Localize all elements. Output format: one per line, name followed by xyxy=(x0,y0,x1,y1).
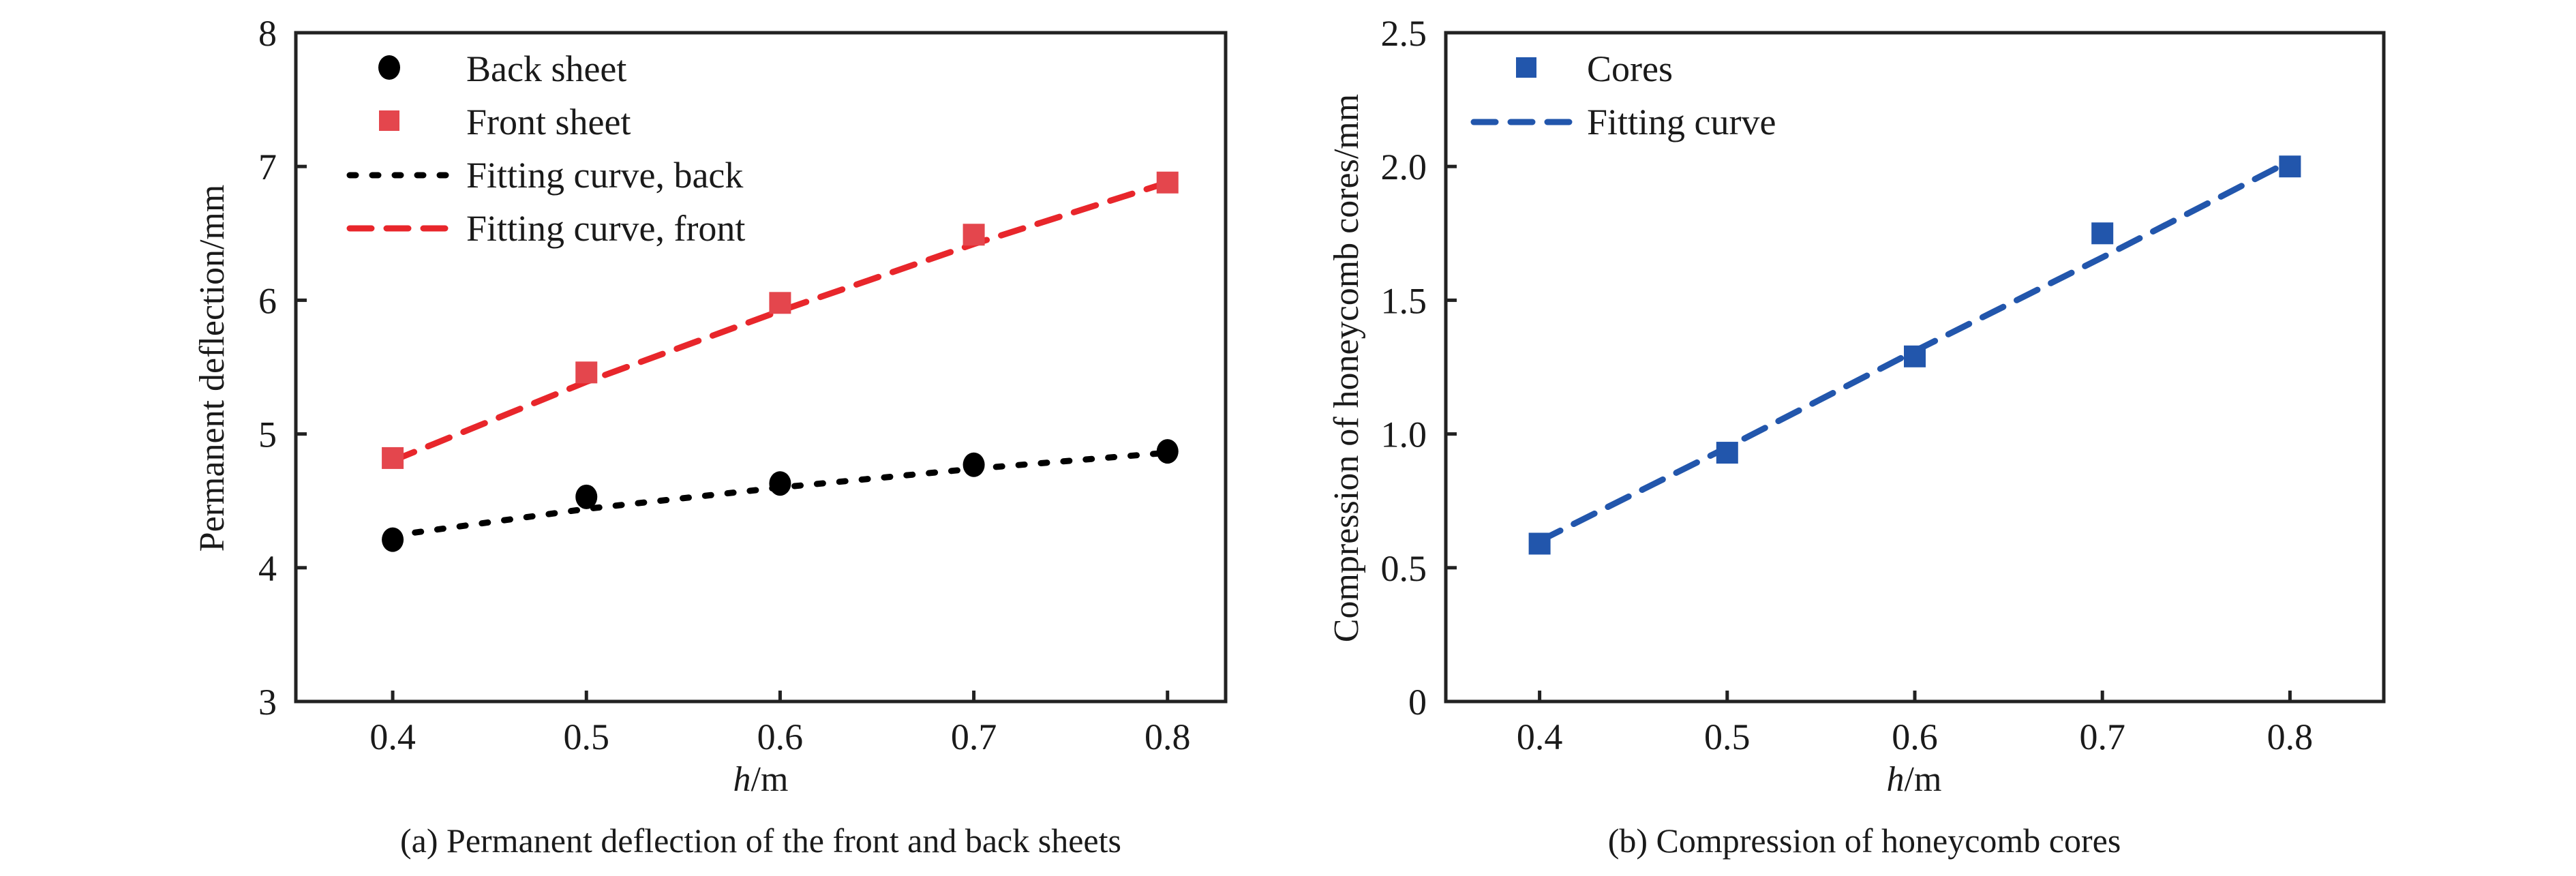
legend-marker-circle xyxy=(378,55,400,80)
legend-label: Fitting curve, front xyxy=(466,208,745,249)
x-tick-label: 0.5 xyxy=(1704,716,1751,757)
data-point xyxy=(769,471,791,496)
y-tick-label: 1.5 xyxy=(1381,280,1427,321)
x-tick-label: 0.7 xyxy=(951,716,997,757)
data-point xyxy=(382,527,404,552)
data-point xyxy=(1904,345,1926,367)
fit-line-fitting-curve-front xyxy=(389,179,1171,464)
legend-label: Back sheet xyxy=(466,48,626,89)
data-point xyxy=(575,361,598,384)
legend-label: Cores xyxy=(1587,48,1673,89)
x-axis-label-var: h xyxy=(1887,760,1905,799)
caption: (a) Permanent deflection of the front an… xyxy=(400,821,1121,860)
x-axis-label: h/m xyxy=(733,760,789,799)
panel-b: Compression of honeycomb cores/mm h/m (b… xyxy=(1327,13,2386,860)
data-point xyxy=(382,447,404,469)
legend-label: Fitting curve xyxy=(1587,102,1776,142)
caption: (b) Compression of honeycomb cores xyxy=(1608,821,2121,860)
data-point xyxy=(1528,532,1551,555)
y-tick-label: 5 xyxy=(258,414,277,455)
y-tick-label: 6 xyxy=(258,280,277,321)
x-tick-label: 0.5 xyxy=(564,716,610,757)
y-tick-label: 0.5 xyxy=(1381,548,1427,589)
y-tick-label: 7 xyxy=(258,147,277,187)
x-tick-label: 0.8 xyxy=(2267,716,2314,757)
legend: Cores Fitting curve xyxy=(1470,48,1776,142)
data-point xyxy=(575,484,598,509)
x-axis-label-var: h xyxy=(733,760,751,799)
legend-label: Front sheet xyxy=(466,102,631,142)
data-point xyxy=(769,292,791,314)
x-axis-label: h/m xyxy=(1887,760,1942,799)
y-tick-label: 0 xyxy=(1408,682,1427,723)
y-tick-label: 2.0 xyxy=(1381,147,1427,187)
y-tick-label: 3 xyxy=(258,682,277,723)
panel-a: Permanent deflection/mm h/m (a) Permanen… xyxy=(193,13,1228,860)
x-tick-label: 0.6 xyxy=(757,716,804,757)
data-point xyxy=(963,452,985,477)
x-tick-label: 0.6 xyxy=(1892,716,1938,757)
y-tick-label: 8 xyxy=(258,13,277,54)
data-point xyxy=(1156,439,1179,464)
y-axis-label: Compression of honeycomb cores/mm xyxy=(1327,94,1366,642)
y-tick-label: 2.5 xyxy=(1381,13,1427,54)
y-tick-label: 1.0 xyxy=(1381,414,1427,455)
y-tick-label: 4 xyxy=(258,548,277,589)
x-tick-label: 0.4 xyxy=(369,716,416,757)
data-point xyxy=(963,224,985,246)
data-point xyxy=(1716,442,1738,464)
data-point xyxy=(2091,222,2114,245)
legend-label: Fitting curve, back xyxy=(466,155,743,196)
plot-frame xyxy=(294,31,1228,704)
data-point xyxy=(2279,155,2301,178)
x-tick-label: 0.7 xyxy=(2079,716,2125,757)
legend: Back sheet Front sheet Fitting curve, back… xyxy=(346,48,745,249)
legend-marker-square xyxy=(1516,57,1536,78)
x-tick-label: 0.4 xyxy=(1517,716,1563,757)
y-axis-label: Permanent deflection/mm xyxy=(193,185,232,552)
x-tick-label: 0.8 xyxy=(1145,716,1191,757)
x-axis-label-unit: /m xyxy=(1905,760,1942,799)
legend-marker-square xyxy=(379,110,399,131)
x-axis-label-unit: /m xyxy=(751,760,789,799)
data-point xyxy=(1156,171,1179,194)
